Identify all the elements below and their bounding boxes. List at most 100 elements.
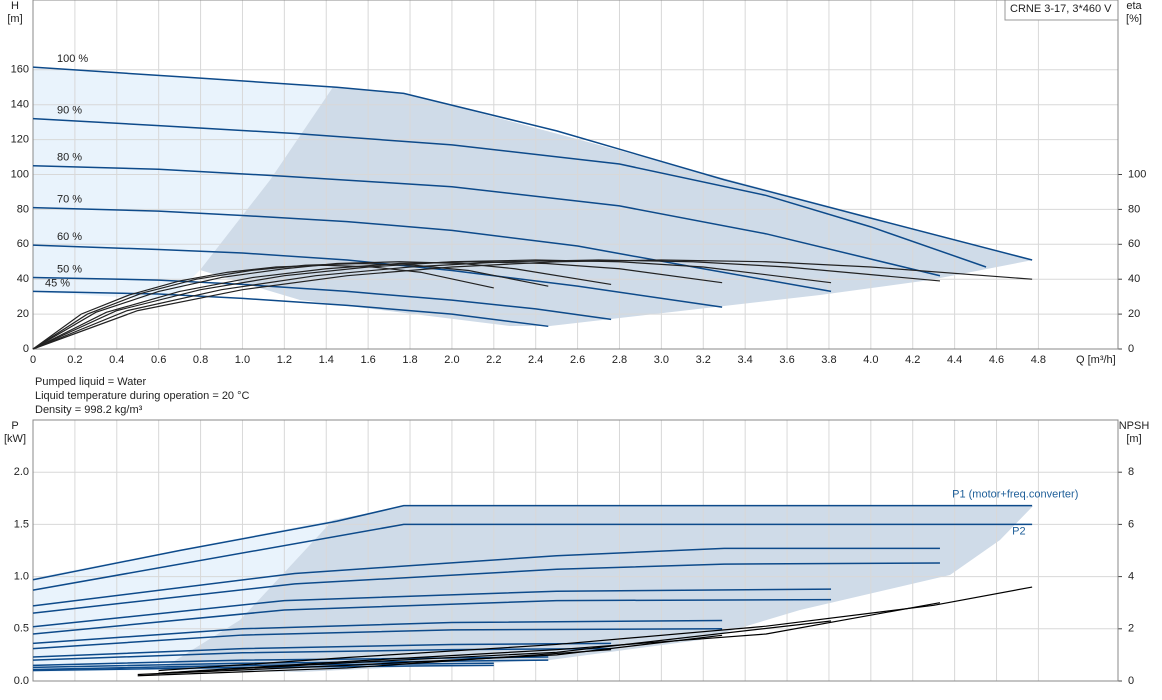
x-tick-label: 0.8	[193, 354, 208, 366]
y2-axis-unit: [%]	[1126, 13, 1142, 25]
curve-label: 80 %	[57, 152, 82, 164]
x-tick-label: 2.8	[612, 354, 627, 366]
y2-axis-label: eta	[1126, 0, 1142, 12]
y-axis-label: P	[11, 420, 18, 432]
y2-axis-label: NPSH	[1119, 420, 1150, 432]
x-tick-label: 3.8	[821, 354, 836, 366]
x-tick-label: 3.6	[779, 354, 794, 366]
x-tick-label: 2.2	[486, 354, 501, 366]
y2-tick-label: 40	[1128, 273, 1140, 285]
secondary-curve	[32, 259, 1033, 350]
plot-frame	[32, 0, 1119, 350]
secondary-curve	[158, 602, 941, 674]
secondary-curve	[32, 262, 549, 350]
x-tick-label: 3.0	[654, 354, 669, 366]
y-tick-label: 140	[11, 99, 29, 111]
curve	[32, 598, 832, 635]
plot-frame	[32, 419, 1119, 682]
x-axis-label: Q [m³/h]	[1076, 354, 1116, 366]
y2-tick-label: 8	[1128, 466, 1134, 478]
y2-tick-label: 0	[1128, 675, 1134, 687]
y-tick-label: 80	[17, 203, 29, 215]
y2-tick-label: 60	[1128, 238, 1140, 250]
note: Pumped liquid = Water	[35, 376, 147, 388]
y-axis-label: H	[11, 0, 19, 12]
x-tick-label: 0	[30, 354, 36, 366]
y-tick-label: 0.5	[14, 623, 29, 635]
x-tick-label: 4.6	[989, 354, 1004, 366]
y-tick-label: 60	[17, 238, 29, 250]
y2-tick-label: 0	[1128, 343, 1134, 355]
y2-tick-label: 4	[1128, 571, 1134, 583]
x-tick-label: 0.2	[67, 354, 82, 366]
y-tick-label: 20	[17, 308, 29, 320]
y-tick-label: 0.0	[14, 675, 29, 687]
curve	[32, 206, 832, 293]
y2-tick-label: 80	[1128, 203, 1140, 215]
curve-label: P1 (motor+freq.converter)	[952, 489, 1078, 501]
x-tick-label: 1.6	[360, 354, 375, 366]
secondary-curve	[32, 259, 832, 350]
curve-label: 50 %	[57, 263, 82, 275]
curve	[32, 117, 987, 268]
curve	[32, 647, 612, 661]
curve-label: 100 %	[57, 53, 88, 65]
y2-tick-label: 100	[1128, 168, 1146, 180]
curve	[32, 290, 549, 328]
note: Density = 998.2 kg/m³	[35, 404, 143, 416]
x-tick-label: 4.4	[947, 354, 962, 366]
y2-tick-label: 20	[1128, 308, 1140, 320]
curve	[32, 165, 941, 277]
x-tick-label: 1.8	[402, 354, 417, 366]
curve	[32, 642, 612, 658]
x-tick-label: 2.6	[570, 354, 585, 366]
curve	[32, 619, 723, 645]
x-tick-label: 4.0	[863, 354, 878, 366]
y2-tick-label: 6	[1128, 518, 1134, 530]
secondary-curve	[32, 264, 494, 350]
y-tick-label: 1.5	[14, 518, 29, 530]
y-tick-label: 120	[11, 134, 29, 146]
title: CRNE 3-17, 3*460 V	[1010, 3, 1112, 15]
x-tick-label: 1.2	[277, 354, 292, 366]
y-tick-label: 2.0	[14, 466, 29, 478]
curve	[32, 504, 1033, 581]
secondary-curve	[32, 259, 941, 350]
curve-label: 70 %	[57, 194, 82, 206]
curve	[32, 244, 723, 308]
curve-label: 60 %	[57, 231, 82, 243]
y-axis-unit: [kW]	[4, 433, 26, 445]
curve-label: 90 %	[57, 105, 82, 117]
secondary-curve	[137, 649, 612, 677]
curve	[32, 562, 940, 614]
x-tick-label: 4.8	[1031, 354, 1046, 366]
y-tick-label: 1.0	[14, 571, 29, 583]
y-tick-label: 40	[17, 273, 29, 285]
y-tick-label: 0	[23, 343, 29, 355]
range-area-light	[33, 68, 333, 300]
curve	[32, 588, 832, 628]
curve	[32, 276, 612, 321]
y2-tick-label: 2	[1128, 623, 1134, 635]
x-tick-label: 3.4	[738, 354, 753, 366]
curve	[32, 547, 940, 607]
y-tick-label: 100	[11, 168, 29, 180]
y-axis-unit: [m]	[7, 13, 22, 25]
curve-label: 45 %	[45, 277, 70, 289]
x-tick-label: 2.0	[444, 354, 459, 366]
x-tick-label: 0.6	[151, 354, 166, 366]
y2-axis-unit: [m]	[1126, 433, 1141, 445]
x-tick-label: 1.4	[319, 354, 334, 366]
secondary-curve	[158, 620, 832, 674]
x-tick-label: 3.2	[696, 354, 711, 366]
y-tick-label: 160	[11, 64, 29, 76]
curve	[32, 66, 1033, 261]
x-tick-label: 4.2	[905, 354, 920, 366]
curve	[32, 523, 1033, 591]
x-tick-label: 1.0	[235, 354, 250, 366]
note: Liquid temperature during operation = 20…	[35, 390, 250, 402]
curve	[32, 628, 723, 650]
x-tick-label: 2.4	[528, 354, 543, 366]
secondary-curve	[158, 586, 1033, 672]
